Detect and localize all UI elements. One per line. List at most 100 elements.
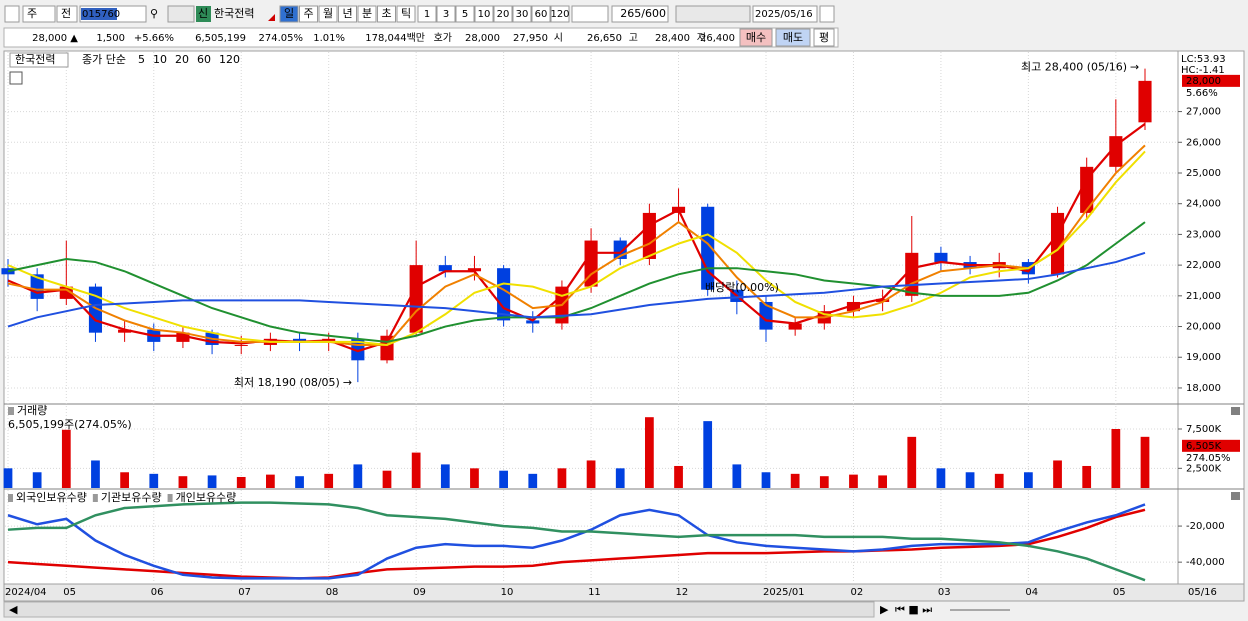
candle-body (176, 332, 190, 342)
period-button[interactable] (396, 5, 416, 23)
candle-body (234, 344, 248, 346)
quote-item: 1.01% (313, 33, 345, 44)
legend-icon (167, 494, 173, 502)
avg[interactable]: 평 (819, 31, 829, 44)
date: 2025/05/16 (755, 9, 813, 20)
quote-item: 저 (697, 32, 706, 44)
candle-body (467, 268, 482, 272)
volume-bar (586, 460, 596, 488)
volume-bar (178, 476, 188, 488)
interval-button[interactable] (455, 5, 475, 23)
volume-bar (557, 468, 567, 488)
y-tick-label: 2,500K (1186, 463, 1222, 474)
scroll-right[interactable]: ▶ (880, 603, 889, 616)
legend-entry: 5 (138, 53, 145, 66)
volume-bar (295, 476, 304, 488)
interval-button[interactable] (474, 5, 494, 23)
last-price-box (1182, 74, 1240, 87)
x-tick-label: 2025/01 (763, 587, 805, 598)
event-annotation: 배당락(0.00%) (705, 281, 779, 294)
count-box[interactable] (611, 5, 669, 23)
candle-body (438, 265, 452, 272)
calendar[interactable] (819, 5, 835, 23)
interval-button[interactable] (493, 5, 513, 23)
volume-bar (470, 468, 479, 488)
period-button[interactable] (279, 5, 299, 23)
grid-icon[interactable] (9, 71, 23, 85)
volume-bar (236, 476, 246, 488)
period-label: 일 (284, 6, 294, 20)
tool-icons[interactable] (675, 5, 751, 23)
buy[interactable]: 매수 (746, 31, 766, 44)
legend-title: 한국전력 (15, 53, 55, 66)
period-button[interactable] (377, 5, 396, 23)
last-change-label: 5.66% (1186, 88, 1218, 99)
x-tick-label: 12 (676, 587, 689, 598)
scrollbar[interactable] (3, 601, 875, 618)
candle-body (876, 298, 890, 302)
volume-bar (907, 436, 917, 488)
x-tick-label: 09 (413, 587, 426, 598)
y-tick-label: 7,500K (1186, 424, 1222, 435)
y-tick-label: -40,000 (1186, 557, 1225, 568)
x-tick-label: 04 (1025, 587, 1038, 598)
y-tick-label: 27,000 (1186, 107, 1221, 118)
x-tick-label: 2024/04 (5, 587, 47, 598)
ma-line (7, 144, 1146, 346)
low-annotation: 최저 18,190 (08/05) (234, 376, 340, 389)
badge: 신 (198, 7, 208, 20)
period-button[interactable] (338, 5, 357, 23)
interval-label: 60 (535, 9, 548, 20)
interval-label: 3 (443, 9, 449, 20)
interval-button[interactable] (417, 5, 437, 23)
legend-title-box (9, 52, 69, 68)
candle-body (846, 301, 861, 312)
interval-select[interactable] (571, 5, 609, 23)
volume-bar (761, 472, 771, 488)
candle-body (497, 268, 511, 321)
sell[interactable]: 매도 (783, 31, 803, 44)
search-icon[interactable]: ⚲ (150, 7, 158, 20)
avg-button[interactable] (813, 28, 835, 47)
interval-button[interactable] (512, 5, 532, 23)
volume-bar (91, 460, 100, 488)
scroll-left[interactable]: ◀ (9, 603, 18, 616)
quote-item: +5.66% (134, 33, 174, 44)
period-button[interactable] (299, 5, 318, 23)
y-tick-label: 20,000 (1186, 322, 1221, 333)
y-tick-label: 25,000 (1186, 168, 1221, 179)
volume-bar (149, 473, 159, 488)
speaker[interactable] (167, 5, 195, 23)
panel-close[interactable] (1231, 492, 1240, 500)
x-tick-label: 02 (850, 587, 863, 598)
ma-line (7, 221, 1146, 343)
market-select[interactable] (22, 5, 56, 23)
period-button[interactable] (318, 5, 338, 23)
prev-button[interactable] (56, 5, 78, 23)
candle-body (526, 320, 540, 324)
quote-item: 고 (629, 33, 638, 44)
volume-bar (1111, 428, 1121, 488)
nav-buttons[interactable]: ⏮ ■ ⏭ (895, 603, 932, 616)
volume-bar (1024, 472, 1033, 488)
period-button[interactable] (357, 5, 377, 23)
quote-item: 26,650 (587, 33, 622, 44)
menu-icon[interactable] (4, 5, 20, 23)
volume-bar (1053, 460, 1062, 488)
sell-button[interactable] (775, 28, 811, 47)
quote-item: 28,400 (655, 33, 690, 44)
x-tick-label: 06 (151, 587, 164, 598)
interval-button[interactable] (550, 5, 570, 23)
stock-name: 한국전력 (214, 7, 254, 20)
high-arrow: → (1130, 61, 1139, 74)
quote-bar (3, 27, 839, 48)
buy-button[interactable] (739, 28, 773, 47)
date-box[interactable] (752, 5, 818, 23)
period-label: 분 (362, 7, 372, 20)
interval-button[interactable] (436, 5, 456, 23)
x-tick-label: 11 (588, 587, 601, 598)
panel-close[interactable] (1231, 407, 1240, 415)
period-label: 년 (342, 7, 352, 20)
interval-button[interactable] (531, 5, 551, 23)
interval-label: 20 (497, 9, 510, 20)
